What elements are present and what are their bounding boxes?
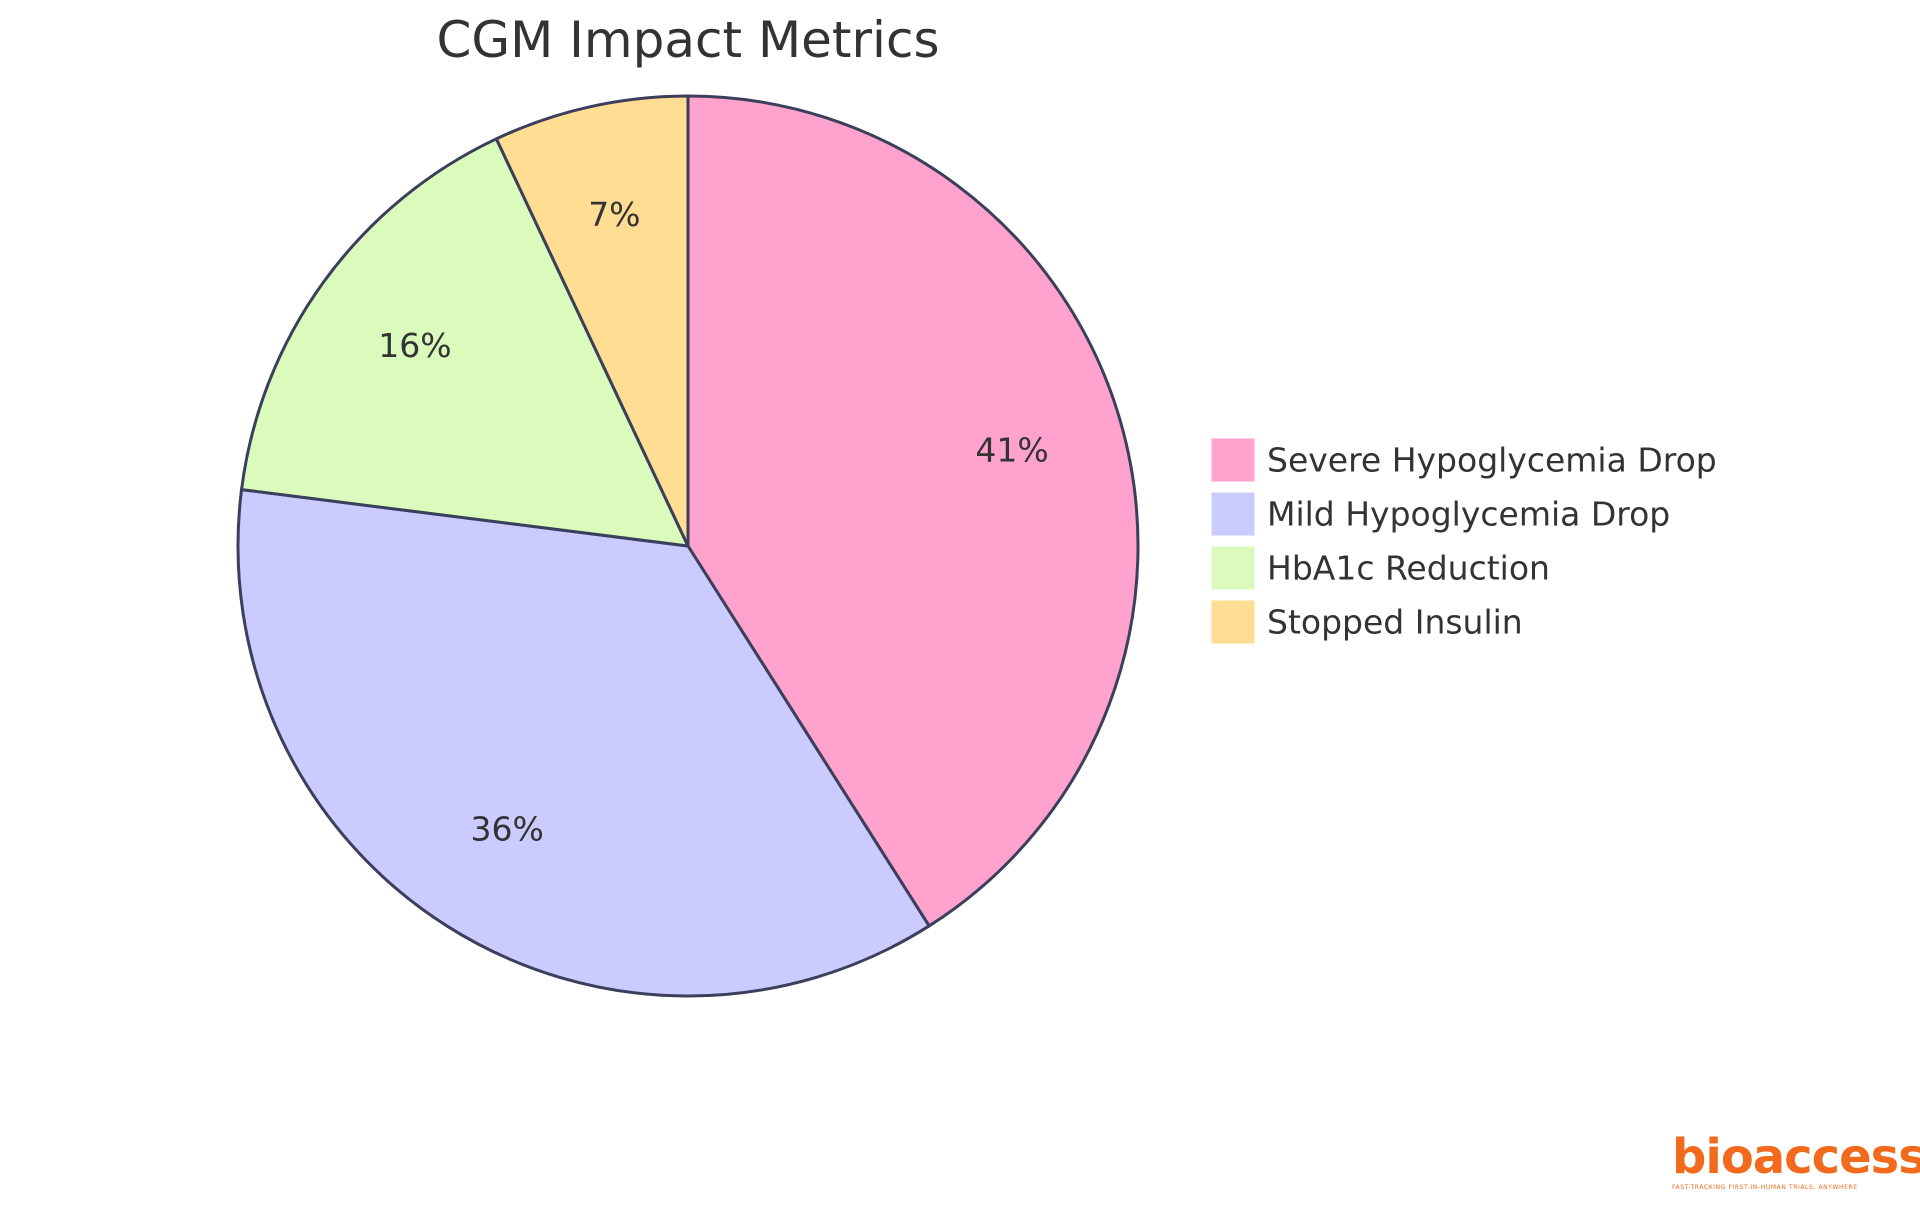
pie-slice-label-1: 36% (470, 809, 543, 848)
legend-swatch-2 (1210, 545, 1256, 591)
logo-wordmark: bioaccess® (1672, 1132, 1920, 1182)
legend-swatch-3 (1210, 599, 1256, 645)
pie-slice-0 (686, 94, 1140, 928)
pie-slice-labels: 41% 36% 16% 7% (378, 195, 1049, 848)
pie-slice-label-3: 7% (588, 195, 640, 234)
legend-swatch-1 (1210, 491, 1256, 537)
pie-slice-label-2: 16% (378, 326, 451, 365)
pie-slice-2 (240, 137, 690, 548)
legend-label-1: Mild Hypoglycemia Drop (1267, 495, 1670, 534)
logo-tagline: FAST-TRACKING FIRST-IN-HUMAN TRIALS, ANY… (1672, 1184, 1858, 1191)
legend-label-2: HbA1c Reduction (1267, 549, 1550, 588)
pie-slice-label-0: 41% (975, 430, 1048, 469)
pie-slice-3 (494, 94, 690, 548)
legend-swatch-0 (1210, 437, 1256, 483)
pie-slice-1 (236, 488, 931, 998)
legend: Severe Hypoglycemia Drop Mild Hypoglycemi… (1210, 437, 1717, 645)
logo-text: bioaccess (1672, 1129, 1920, 1185)
legend-label-0: Severe Hypoglycemia Drop (1267, 441, 1717, 480)
pie-slices (236, 94, 1140, 998)
chart-title: CGM Impact Metrics (436, 11, 939, 69)
bioaccess-logo: bioaccess® FAST-TRACKING FIRST-IN-HUMAN … (1672, 1132, 1920, 1191)
legend-label-3: Stopped Insulin (1267, 603, 1523, 642)
